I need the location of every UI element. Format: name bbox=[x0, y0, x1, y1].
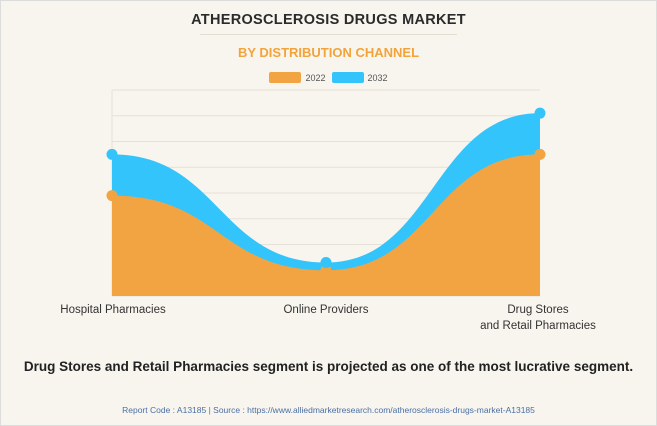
chart-title: ATHEROSCLEROSIS DRUGS MARKET bbox=[191, 12, 466, 28]
point-2032-2 bbox=[534, 107, 546, 119]
chart-legend: 2022 2032 bbox=[0, 72, 657, 83]
x-tick-label-0: Hospital Pharmacies bbox=[60, 304, 166, 316]
x-tick-label-1: Online Providers bbox=[283, 304, 368, 316]
title-divider bbox=[200, 34, 457, 35]
legend-swatch-2022 bbox=[269, 72, 302, 83]
area-series-2022 bbox=[112, 154, 540, 296]
footer-note: Drug Stores and Retail Pharmacies segmen… bbox=[23, 359, 634, 374]
legend-item-2022[interactable]: 2022 bbox=[269, 72, 326, 83]
legend-item-2032[interactable]: 2032 bbox=[331, 72, 388, 83]
point-2022-2 bbox=[534, 148, 546, 160]
chart-subtitle: BY DISTRIBUTION CHANNEL bbox=[237, 45, 420, 60]
point-2032-1 bbox=[320, 257, 332, 269]
legend-swatch-2032 bbox=[331, 72, 364, 83]
point-2022-1 bbox=[320, 264, 332, 276]
legend-label-2022: 2022 bbox=[305, 72, 326, 83]
point-2022-0 bbox=[106, 190, 118, 202]
source-line: Report Code : A13185 | Source : https://… bbox=[122, 405, 535, 415]
x-tick-label-2: Drug Stores and Retail Pharmacies bbox=[480, 304, 596, 332]
point-2032-0 bbox=[106, 148, 118, 160]
legend-label-2032: 2032 bbox=[367, 72, 388, 83]
